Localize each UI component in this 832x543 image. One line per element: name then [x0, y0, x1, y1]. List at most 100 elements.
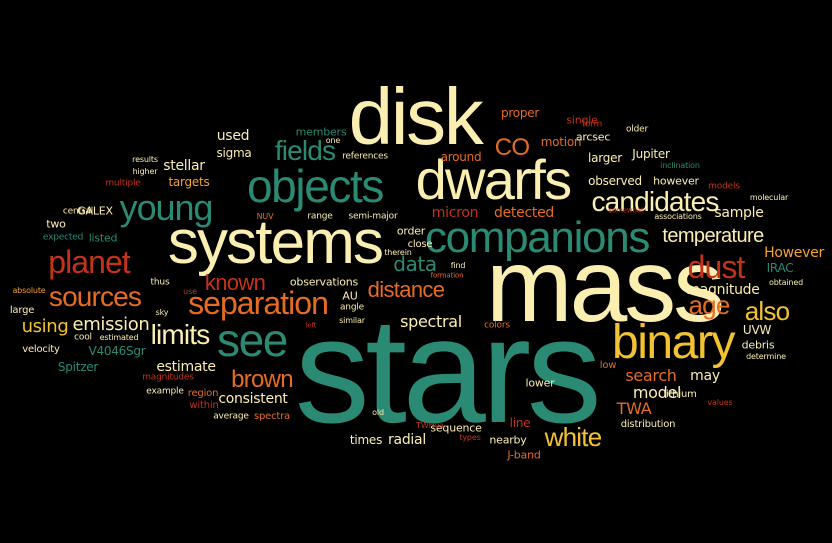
word-higher: higher — [132, 167, 158, 176]
word-dwarfs: dwarfs — [415, 148, 573, 211]
word-estimated: estimated — [99, 333, 139, 342]
word-temperature: temperature — [662, 225, 764, 247]
word-expected: expected — [42, 232, 84, 243]
word-objects: objects — [246, 160, 384, 212]
word-may: may — [690, 368, 720, 384]
word-au: AU — [342, 289, 358, 303]
word-distribution: distribution — [620, 419, 676, 430]
word-observed: observed — [588, 174, 642, 188]
word-times: times — [349, 433, 383, 447]
word-line: line — [509, 416, 531, 430]
word-within: within — [189, 400, 219, 411]
word-consistent: consistent — [218, 391, 288, 407]
word-thus: thus — [150, 277, 170, 288]
word-sample: sample — [714, 205, 764, 221]
word-also: also — [744, 296, 790, 326]
word-search: search — [625, 366, 677, 385]
word-jupiter: Jupiter — [632, 147, 670, 161]
word-white: white — [544, 422, 603, 452]
word-debris: debris — [741, 338, 775, 352]
word-mass: mass — [486, 228, 725, 344]
word-velocity: velocity — [22, 344, 60, 355]
word-one: one — [325, 136, 341, 145]
word-used: used — [216, 128, 250, 144]
word-however: however — [653, 174, 699, 188]
word-candidates: candidates — [591, 186, 719, 217]
word-sources: sources — [48, 281, 142, 312]
word-sequence: sequence — [430, 421, 482, 435]
word-disk: disk — [348, 72, 484, 161]
word-micron: micron — [431, 205, 479, 221]
word-emission: emission — [72, 314, 150, 335]
word-region: region — [187, 388, 219, 399]
word-types: types — [459, 433, 481, 442]
word-fields: fields — [274, 135, 336, 166]
word-spitzer: Spitzer — [57, 360, 99, 374]
word-form: form — [581, 119, 603, 130]
word-j-band: J-band — [507, 448, 541, 462]
word-companions: companions — [424, 213, 650, 262]
word-example: example — [146, 386, 184, 397]
word-twa: TWA — [616, 399, 652, 418]
word-systems: systems — [167, 208, 384, 277]
word-inclination: inclination — [660, 161, 700, 170]
word-proper: proper — [500, 106, 540, 120]
word-therein: therein — [384, 248, 412, 257]
word-range: range — [307, 211, 333, 222]
word-irac: IRAC — [766, 261, 794, 275]
word-determine: determine — [746, 352, 786, 361]
word-known: known — [204, 270, 266, 295]
word-order: order — [396, 224, 426, 238]
word-references: references — [342, 151, 388, 162]
word-data: data — [393, 252, 437, 276]
word-estimate: estimate — [156, 359, 216, 375]
word-larger: larger — [588, 151, 622, 165]
word-members: members — [295, 125, 347, 139]
word-colors: colors — [484, 320, 510, 331]
word-close: close — [407, 239, 433, 250]
word-associations: associations — [654, 212, 702, 221]
word-absolute: absolute — [12, 286, 46, 295]
word-older: older — [625, 124, 649, 135]
word-model: model — [632, 383, 682, 402]
word-separation: separation — [188, 285, 329, 321]
word-see: see — [216, 314, 288, 366]
word-spectral: spectral — [400, 312, 462, 331]
word-central: central — [62, 206, 94, 217]
word-detected: detected — [493, 205, 555, 221]
word-however-cap: However — [764, 245, 824, 261]
word-magnitudes: magnitudes — [142, 372, 194, 383]
word-models: models — [708, 181, 740, 192]
word-similar: similar — [339, 316, 365, 325]
word-motion: motion — [540, 135, 582, 149]
word-single: single — [566, 113, 598, 127]
word-results: results — [132, 155, 158, 164]
word-left: left — [305, 321, 317, 330]
word-magnitude: magnitude — [686, 282, 760, 298]
word-age: age — [688, 290, 730, 320]
word-values: values — [707, 398, 733, 407]
word-low: low — [599, 360, 617, 371]
word-molecular: molecular — [749, 193, 789, 202]
word-angle: angle — [339, 302, 365, 313]
word-distance: distance — [367, 277, 445, 302]
word-use: use — [183, 287, 197, 296]
word-observations: observations — [289, 275, 359, 289]
word-cool: cool — [74, 332, 92, 343]
word-around: around — [440, 150, 482, 164]
word-planet: planet — [48, 244, 130, 280]
word-stellar: stellar — [163, 158, 205, 174]
word-spectra: spectra — [254, 411, 290, 422]
word-limits: limits — [150, 319, 211, 350]
word-listed: listed — [88, 231, 118, 245]
word-lower: lower — [525, 376, 555, 390]
word-sky: sky — [155, 308, 169, 317]
word-dust: dust — [687, 249, 746, 285]
word-find: find — [450, 261, 466, 270]
word-old: old — [372, 408, 384, 417]
word-large: large — [9, 305, 35, 316]
word-somewhat: somewhat — [608, 206, 644, 215]
word-young: young — [119, 187, 214, 228]
word-arcsec: arcsec — [575, 130, 611, 144]
